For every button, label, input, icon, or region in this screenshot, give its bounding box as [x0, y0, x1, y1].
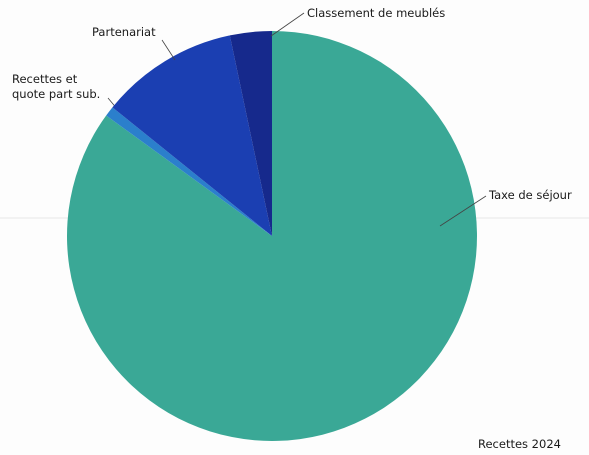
- pie-slice: [112, 35, 273, 236]
- slice-label: Recettes et quote part sub.: [12, 72, 101, 101]
- pie-slice: [106, 107, 272, 236]
- slice-label: Partenariat: [92, 25, 156, 39]
- leader-line: [270, 12, 305, 37]
- slice-label: Taxe de séjour: [489, 188, 572, 202]
- chart-title: Recettes 2024: [478, 437, 561, 451]
- slice-label: Classement de meublés: [307, 6, 446, 20]
- pie-slice: [229, 31, 272, 236]
- leader-line: [439, 195, 487, 227]
- leader-line: [161, 39, 176, 61]
